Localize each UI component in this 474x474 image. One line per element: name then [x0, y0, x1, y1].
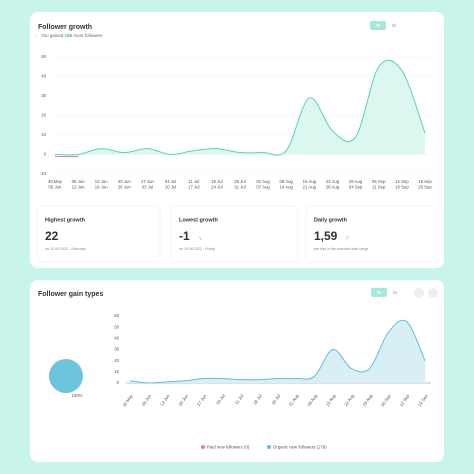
stat-value: -1	[179, 229, 190, 243]
x-tick-label: 27 Jun	[141, 179, 155, 184]
x-tick-label: 18 Jul	[211, 179, 223, 184]
arrow-icon: ›	[36, 33, 38, 38]
x-tick-label: 25 Jul	[234, 179, 246, 184]
x-tick-label: 28 Aug	[326, 185, 340, 190]
stat-value: 1,59	[314, 229, 338, 243]
y-tick-label: 10	[114, 369, 119, 374]
x-tick-label: 27 Jun	[196, 393, 208, 407]
y-tick-label: 10	[41, 132, 46, 137]
subtitle-text: more followers	[73, 33, 103, 38]
x-tick-label: 19 Jun	[95, 185, 109, 190]
y-tick-label: 40	[114, 335, 119, 340]
pie-label: 100%	[72, 393, 83, 398]
x-tick-label: 18 Sep	[395, 185, 409, 190]
y-tick-label: 50	[41, 54, 46, 59]
week-button[interactable]	[371, 288, 387, 297]
x-tick-label: 24 Jul	[211, 185, 223, 190]
types-card	[30, 280, 444, 462]
button-label[interactable]: W	[376, 23, 381, 28]
stat-value: 22	[45, 229, 59, 243]
y-tick-label: 20	[114, 358, 119, 363]
button-label[interactable]: M	[392, 23, 396, 28]
x-tick-label: 18 Jul	[252, 393, 263, 405]
x-tick-label: 26 Jun	[118, 185, 132, 190]
stat-title: Lowest growth	[179, 217, 218, 223]
x-tick-label: 10 Jul	[165, 185, 177, 190]
stat-note: on 10.09.2022 - Saturday	[45, 247, 86, 251]
chart-title: Follower growth	[38, 24, 92, 31]
area	[130, 320, 425, 384]
prev-button[interactable]	[414, 288, 424, 298]
stat-note: per day in the selected date range	[314, 247, 368, 251]
x-tick-label: 04 Jul	[165, 179, 177, 184]
stat-card	[305, 205, 437, 263]
x-tick-label: 20 Jun	[118, 179, 132, 184]
legend-label: Organic new followers (179)	[273, 444, 327, 449]
x-tick-label: 11 Sep	[372, 185, 386, 190]
y-tick-label: 0	[117, 380, 120, 385]
x-tick-label: 15 Aug	[303, 179, 317, 184]
button-label[interactable]: M	[393, 290, 397, 295]
stat-card	[36, 205, 161, 263]
next-button[interactable]	[428, 288, 438, 298]
legend-dot	[201, 445, 205, 449]
y-tick-label: 60	[114, 313, 119, 318]
x-tick-label: 05 Jun	[49, 185, 63, 190]
line	[54, 59, 426, 156]
legend-dot	[267, 445, 271, 449]
stat-note: on 10.06.2022 - Friday	[179, 247, 215, 251]
x-tick-label: 01 Aug	[256, 179, 270, 184]
x-tick-label: 19 Sep	[418, 179, 432, 184]
x-tick-label: 12 Sep	[395, 179, 409, 184]
x-tick-label: 13 Jun	[95, 179, 109, 184]
x-tick-label: 03 Jul	[142, 185, 154, 190]
x-tick-label: 12 Jun	[72, 185, 86, 190]
growth-card	[30, 12, 444, 268]
x-tick-label: 11 Jul	[188, 179, 199, 184]
x-tick-label: 30 May	[48, 179, 63, 184]
x-tick-label: 13 Jun	[159, 393, 171, 407]
stat-card	[170, 205, 299, 263]
week-button[interactable]	[370, 21, 386, 30]
x-tick-label: 20 Jun	[178, 393, 190, 407]
x-tick-label: 21 Aug	[303, 185, 317, 190]
subtitle: You gained 185 more followers	[41, 33, 103, 38]
stat-cards: Highest growth 22 on 10.09.2022 - Saturday…	[36, 205, 437, 263]
x-tick-label: 29 Aug	[349, 179, 363, 184]
y-tick-label: 40	[41, 74, 46, 79]
up-icon: ↗	[345, 235, 349, 241]
x-tick-label: 06 Jun	[72, 179, 86, 184]
button-label[interactable]: W	[377, 290, 382, 295]
stat-title: Highest growth	[45, 217, 86, 223]
chart-title: Follower gain types	[38, 291, 103, 298]
x-tick-label: 25 Sep	[418, 185, 432, 190]
x-tick-label: 08 Aug	[280, 179, 294, 184]
subtitle-count: 185	[65, 33, 73, 38]
y-tick-label: -10	[40, 171, 47, 176]
y-tick-label: 50	[114, 324, 119, 329]
y-tick-label: 0	[44, 152, 47, 157]
subtitle-text: You gained	[41, 33, 64, 38]
x-tick-label: 25 Jul	[271, 393, 282, 405]
x-tick-label: 17 Jul	[188, 185, 200, 190]
x-tick-label: 04 Sep	[349, 185, 363, 190]
y-tick-label: 30	[114, 347, 119, 352]
down-icon: ↘	[198, 235, 202, 241]
x-tick-label: 11 Jul	[234, 393, 245, 405]
x-tick-label: 06 Jun	[141, 393, 153, 407]
x-tick-label: 22 Aug	[326, 179, 340, 184]
stat-title: Daily growth	[314, 217, 348, 223]
x-tick-label: 04 Jul	[215, 393, 226, 405]
x-tick-label: 14 Aug	[280, 185, 294, 190]
x-tick-label: 31 Jul	[234, 185, 246, 190]
x-tick-label: 07 Aug	[256, 185, 270, 190]
y-tick-label: 20	[41, 113, 46, 118]
legend-label: Paid new followers (0)	[207, 444, 250, 449]
y-tick-label: 30	[41, 93, 46, 98]
pie-slice	[49, 359, 83, 393]
x-tick-label: 05 Sep	[372, 179, 386, 184]
line	[129, 319, 426, 384]
